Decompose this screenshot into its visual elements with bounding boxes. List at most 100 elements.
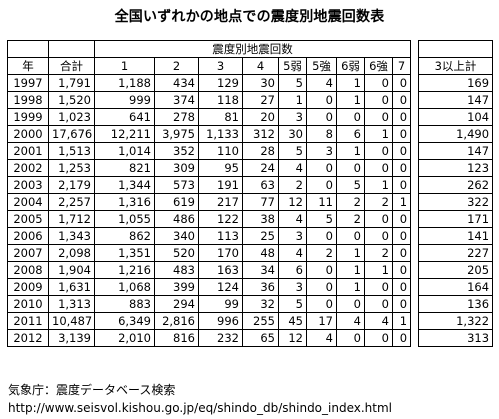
column-gap bbox=[410, 312, 420, 330]
count-cell: 1 bbox=[336, 91, 365, 109]
count-cell: 38 bbox=[242, 210, 279, 228]
count-cell: 17 bbox=[306, 312, 337, 330]
year-cell: 2011 bbox=[7, 312, 49, 330]
total-header: 合計 bbox=[48, 57, 95, 75]
count-cell: 8 bbox=[306, 125, 337, 143]
count-cell: 0 bbox=[364, 227, 393, 245]
count-cell: 12 bbox=[278, 329, 307, 347]
count-cell: 1 bbox=[336, 244, 365, 262]
count-cell: 1,133 bbox=[198, 125, 243, 143]
count-cell: 24 bbox=[242, 159, 279, 177]
count-cell: 2 bbox=[364, 193, 393, 211]
count-cell: 1 bbox=[391, 312, 412, 330]
column-gap bbox=[410, 159, 420, 177]
table-row: 2000 17,676 12,211 3,975 1,133 312 30 8 6 1 0 1,490 bbox=[7, 125, 494, 143]
count-cell: 312 bbox=[242, 125, 279, 143]
count-cell: 0 bbox=[306, 91, 337, 109]
count-cell: 0 bbox=[364, 210, 393, 228]
count-cell: 5 bbox=[278, 295, 307, 313]
three-plus-cell: 141 bbox=[418, 227, 494, 245]
table-row: 2008 1,904 1,216 483 163 34 6 0 1 1 0 205 bbox=[7, 261, 494, 279]
count-cell: 11 bbox=[306, 193, 337, 211]
total-cell: 1,023 bbox=[48, 108, 95, 126]
count-cell: 996 bbox=[198, 312, 243, 330]
count-cell: 3 bbox=[278, 227, 307, 245]
count-cell: 1 bbox=[391, 193, 412, 211]
count-cell: 65 bbox=[242, 329, 279, 347]
count-cell: 0 bbox=[336, 108, 365, 126]
column-gap bbox=[410, 142, 420, 160]
year-header: 年 bbox=[7, 57, 49, 75]
count-cell: 81 bbox=[198, 108, 243, 126]
count-cell: 0 bbox=[336, 159, 365, 177]
total-cell: 1,513 bbox=[48, 142, 95, 160]
count-cell: 1,344 bbox=[94, 176, 155, 194]
count-cell: 129 bbox=[198, 74, 243, 92]
count-cell: 0 bbox=[336, 227, 365, 245]
total-cell: 3,139 bbox=[48, 329, 95, 347]
intensity-header: 6弱 bbox=[336, 57, 365, 75]
year-cell: 1998 bbox=[7, 91, 49, 109]
count-cell: 6,349 bbox=[94, 312, 155, 330]
count-cell: 77 bbox=[242, 193, 279, 211]
three-plus-cell: 205 bbox=[418, 261, 494, 279]
count-cell: 0 bbox=[391, 142, 412, 160]
year-cell: 1999 bbox=[7, 108, 49, 126]
intensity-header: 2 bbox=[154, 57, 199, 75]
total-cell: 10,487 bbox=[48, 312, 95, 330]
count-cell: 1,188 bbox=[94, 74, 155, 92]
count-cell: 6 bbox=[278, 261, 307, 279]
count-cell: 191 bbox=[198, 176, 243, 194]
table-row: 2009 1,631 1,068 399 124 36 3 0 1 0 0 164 bbox=[7, 278, 494, 296]
count-cell: 0 bbox=[364, 91, 393, 109]
count-cell: 32 bbox=[242, 295, 279, 313]
column-gap bbox=[410, 108, 420, 126]
count-cell: 0 bbox=[364, 159, 393, 177]
intensity-header: 5強 bbox=[306, 57, 337, 75]
total-cell: 2,179 bbox=[48, 176, 95, 194]
intensity-header: 1 bbox=[94, 57, 155, 75]
table-row: 2006 1,343 862 340 113 25 3 0 0 0 0 141 bbox=[7, 227, 494, 245]
count-cell: 0 bbox=[391, 176, 412, 194]
count-cell: 483 bbox=[154, 261, 199, 279]
count-cell: 63 bbox=[242, 176, 279, 194]
three-plus-cell: 1,322 bbox=[418, 312, 494, 330]
count-cell: 113 bbox=[198, 227, 243, 245]
count-cell: 1 bbox=[336, 74, 365, 92]
three-plus-cell: 164 bbox=[418, 278, 494, 296]
three-plus-cell: 147 bbox=[418, 142, 494, 160]
column-gap bbox=[410, 176, 420, 194]
table-row: 2012 3,139 2,010 816 232 65 12 4 0 0 0 313 bbox=[7, 329, 494, 347]
count-cell: 0 bbox=[306, 176, 337, 194]
intensity-header: 4 bbox=[242, 57, 279, 75]
total-cell: 1,313 bbox=[48, 295, 95, 313]
count-cell: 1,316 bbox=[94, 193, 155, 211]
count-cell: 99 bbox=[198, 295, 243, 313]
count-cell: 434 bbox=[154, 74, 199, 92]
count-cell: 0 bbox=[391, 244, 412, 262]
column-gap bbox=[410, 40, 420, 58]
total-cell: 17,676 bbox=[48, 125, 95, 143]
three-plus-cell: 169 bbox=[418, 74, 494, 92]
three-plus-cell: 136 bbox=[418, 295, 494, 313]
table-row: 2002 1,253 821 309 95 24 4 0 0 0 0 123 bbox=[7, 159, 494, 177]
year-cell: 2007 bbox=[7, 244, 49, 262]
count-cell: 573 bbox=[154, 176, 199, 194]
count-cell: 0 bbox=[306, 261, 337, 279]
count-cell: 1,068 bbox=[94, 278, 155, 296]
count-cell: 5 bbox=[306, 210, 337, 228]
count-cell: 0 bbox=[364, 142, 393, 160]
count-cell: 1,351 bbox=[94, 244, 155, 262]
three-plus-cell: 227 bbox=[418, 244, 494, 262]
total-cell: 1,253 bbox=[48, 159, 95, 177]
year-cell: 2005 bbox=[7, 210, 49, 228]
count-cell: 4 bbox=[306, 74, 337, 92]
year-cell: 2002 bbox=[7, 159, 49, 177]
count-cell: 255 bbox=[242, 312, 279, 330]
count-cell: 2 bbox=[278, 176, 307, 194]
count-cell: 30 bbox=[242, 74, 279, 92]
count-cell: 2 bbox=[336, 210, 365, 228]
column-gap bbox=[410, 57, 420, 75]
count-cell: 0 bbox=[364, 295, 393, 313]
count-cell: 0 bbox=[391, 278, 412, 296]
